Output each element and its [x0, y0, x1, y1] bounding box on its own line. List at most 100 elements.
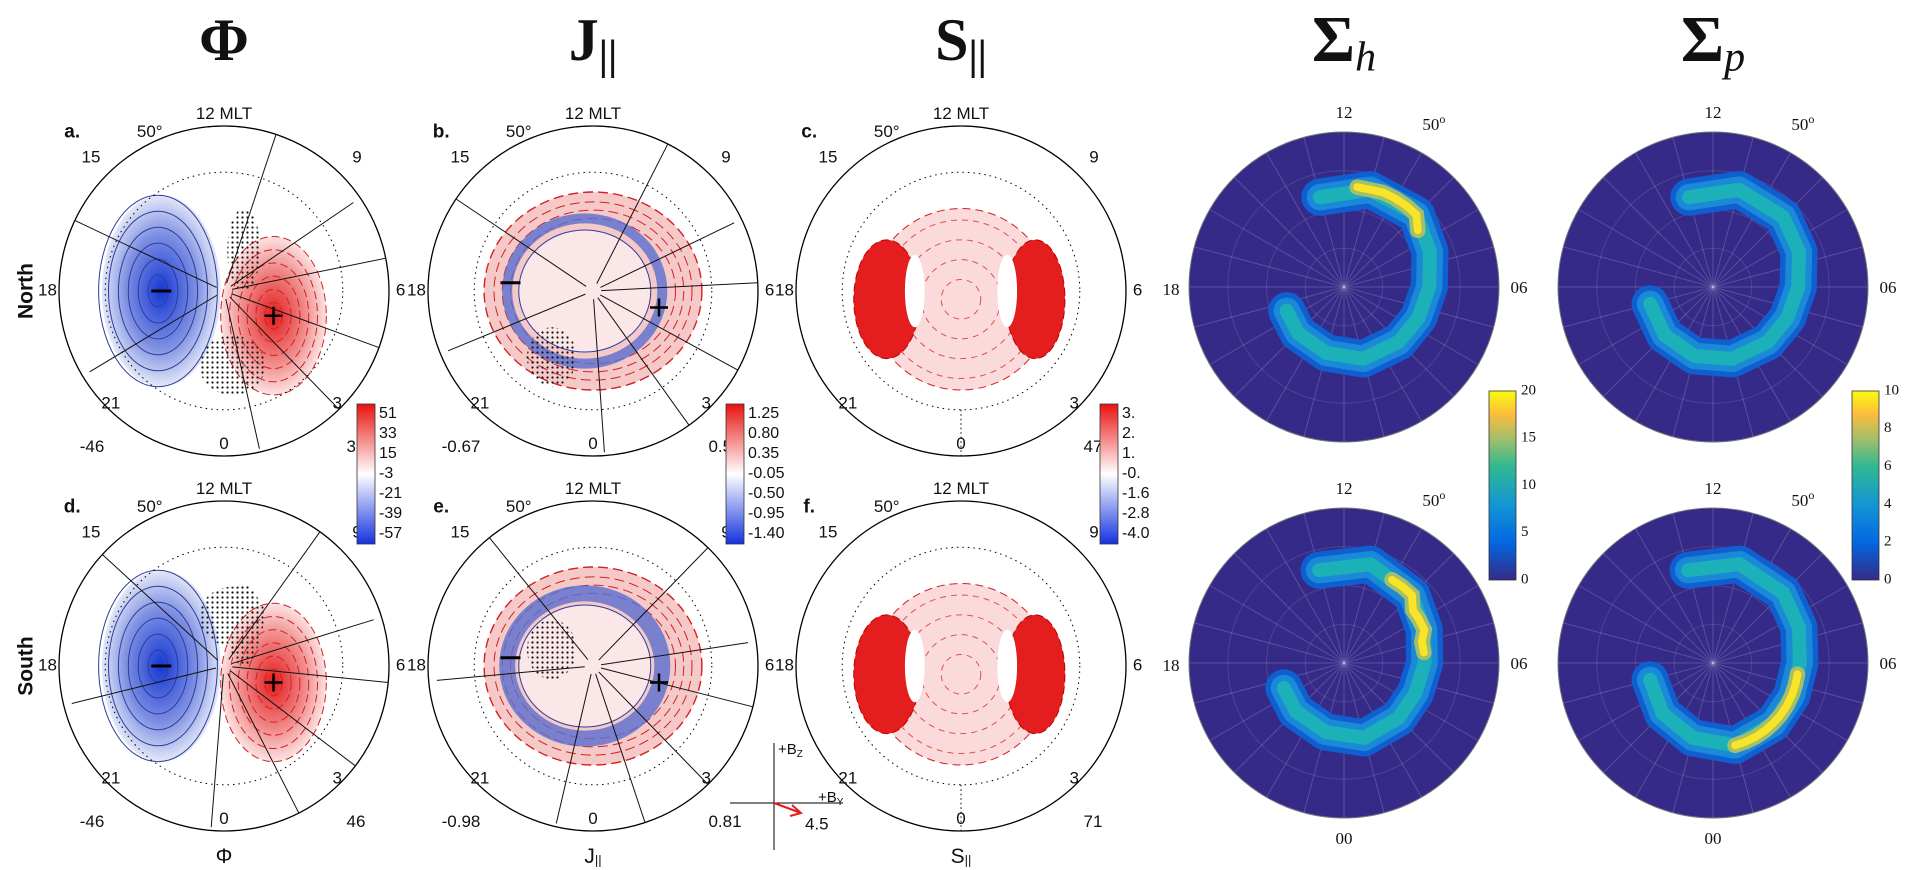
mlt-label: 6	[396, 655, 405, 674]
colorbar-label: -0.50	[748, 485, 785, 502]
mlt-label: 21	[101, 769, 120, 788]
row-label: South	[15, 636, 38, 695]
colorbar	[1489, 391, 1516, 580]
mlt-label: 06	[1880, 654, 1897, 673]
column-title-sub: p	[1721, 34, 1745, 80]
significance-dots	[227, 209, 260, 292]
max-value: 71	[1084, 812, 1103, 831]
colorbar-label: -57	[379, 525, 402, 542]
latitude-label: 50°	[506, 497, 532, 516]
colorbar-label: 0	[1521, 571, 1529, 587]
colorbar-label: 0.35	[748, 445, 779, 462]
latitude-unit: o	[1439, 488, 1445, 502]
mlt-label: 3	[332, 394, 341, 413]
mlt-label: 15	[82, 147, 101, 166]
column-title-sub: h	[1355, 34, 1376, 80]
column-title-main: Σ	[1312, 3, 1355, 76]
axis-label-main: Φ	[216, 845, 233, 868]
mlt-label: 3	[701, 769, 710, 788]
mlt-label: 0	[588, 809, 597, 828]
mlt-label: 12 MLT	[933, 104, 989, 123]
mlt-label: 12	[1336, 479, 1353, 498]
column-title-main: S	[935, 7, 968, 73]
mlt-label: 18	[775, 655, 794, 674]
mlt-label: 6	[765, 280, 774, 299]
mlt-label: 12	[1336, 103, 1353, 122]
imf-arrow	[774, 803, 801, 816]
panel-label: a.	[64, 122, 80, 143]
mlt-label: 21	[470, 769, 489, 788]
gap	[997, 630, 1017, 703]
contours	[484, 567, 702, 765]
colorbar-label: -0.95	[748, 505, 785, 522]
colorbar-label: 5	[1521, 524, 1529, 540]
latitude-unit: o	[1808, 112, 1814, 126]
mlt-label: 21	[101, 394, 120, 413]
panel-label: b.	[433, 122, 450, 143]
column-title: Σh	[1312, 3, 1376, 80]
min-value: -46	[80, 437, 105, 456]
colorbar-label: -3	[379, 465, 393, 482]
bz-label-sub: Z	[797, 749, 803, 760]
colorbar	[726, 404, 744, 544]
colorbar-label: 8	[1884, 420, 1892, 436]
latitude-label: 50o	[1422, 112, 1445, 134]
mlt-label: 6	[1133, 280, 1142, 299]
panel-label: f.	[803, 497, 815, 518]
mlt-label: 3	[332, 769, 341, 788]
latitude-value: 50	[1791, 115, 1808, 134]
colorbar-label: 15	[379, 445, 397, 462]
mlt-label: 12 MLT	[565, 479, 621, 498]
latitude-unit: o	[1808, 488, 1814, 502]
latitude-label: 50o	[1791, 112, 1814, 134]
max-value: 0.81	[708, 812, 741, 831]
mlt-label: 15	[451, 522, 470, 541]
panel-label: c.	[801, 122, 817, 143]
mlt-label: 6	[396, 280, 405, 299]
bz-label-main: +B	[778, 741, 797, 758]
mlt-label: 15	[82, 522, 101, 541]
imf-magnitude: 4.5	[805, 814, 829, 833]
latitude-label: 50o	[1422, 488, 1445, 510]
latitude-label: 50°	[874, 122, 900, 141]
latitude-label: 50°	[137, 122, 163, 141]
colorbar-label: -0.	[1122, 465, 1141, 482]
contours	[484, 192, 702, 390]
min-value: -0.67	[442, 437, 481, 456]
mlt-label: 12 MLT	[565, 104, 621, 123]
column-title-sub: ||	[968, 33, 987, 79]
mlt-label: 21	[838, 394, 857, 413]
latitude-value: 50	[1422, 115, 1439, 134]
min-value: -0.98	[442, 812, 481, 831]
colorbar-label: 10	[1884, 382, 1899, 398]
figure: ΦJ||S||ΣhΣpNorthSouth12 MLT159186213050°…	[0, 0, 1917, 870]
by-label-main: +B	[818, 789, 837, 806]
latitude-label: 50°	[506, 122, 532, 141]
mlt-label: 0	[956, 809, 965, 828]
colorbar-label: 51	[379, 405, 397, 422]
colorbar-label: 33	[379, 425, 397, 442]
column-title-main: J	[569, 7, 599, 73]
axis-label-sub: ||	[595, 853, 602, 868]
colorbar-label: 6	[1884, 458, 1892, 474]
significance-dots	[527, 327, 577, 386]
panel-label: d.	[64, 497, 81, 518]
axis-label: Φ	[216, 845, 233, 868]
colorbar-label: 2.	[1122, 425, 1135, 442]
colorbar	[357, 404, 375, 544]
colorbar-label: 3.	[1122, 405, 1135, 422]
colorbar-label: -4.0	[1122, 525, 1150, 542]
gap	[905, 255, 925, 328]
mlt-label: 15	[819, 147, 838, 166]
gap	[905, 630, 925, 703]
colorbar-label: 15	[1521, 430, 1536, 446]
colorbar-label: 0.80	[748, 425, 779, 442]
mlt-label: 15	[819, 522, 838, 541]
mlt-label: 18	[407, 655, 426, 674]
axis-label-main: J	[584, 845, 595, 868]
colorbar-label: 20	[1521, 382, 1536, 398]
gap	[997, 255, 1017, 328]
mlt-label: 12 MLT	[196, 104, 252, 123]
mlt-label: 06	[1511, 654, 1528, 673]
mlt-label: 0	[956, 434, 965, 453]
